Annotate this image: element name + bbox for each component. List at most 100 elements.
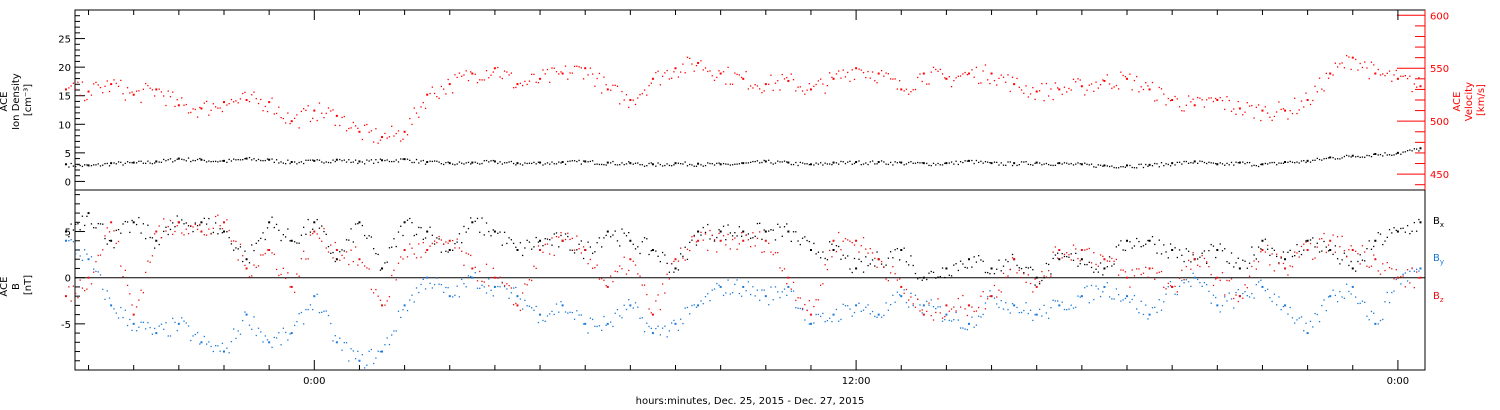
bx-point [358, 221, 361, 224]
bx-sample-dot [75, 223, 77, 225]
density-sample-dot [740, 162, 743, 164]
velocity-sample-dot [1343, 67, 1346, 69]
bz-sample-dot [1318, 238, 1321, 240]
bx-sample-dot [695, 244, 698, 246]
by-sample-dot [555, 303, 558, 305]
bx-sample-dot [1318, 251, 1321, 253]
density-sample-dot [1165, 163, 1167, 165]
density-sample-dot [603, 164, 605, 166]
density-sample-dot [1136, 167, 1138, 169]
bx-point [290, 239, 293, 242]
density-sample-dot [1406, 150, 1409, 152]
velocity-sample-dot [625, 94, 628, 96]
bx-sample-dot [1050, 273, 1052, 275]
by-sample-dot [824, 321, 826, 323]
by-sample-dot [695, 306, 698, 308]
by-sample-dot [625, 308, 628, 311]
bx-point [132, 221, 135, 224]
by-sample-dot [777, 291, 779, 293]
bx-sample-dot [1063, 255, 1066, 258]
bx-sample-dot [176, 215, 178, 217]
bx-sample-dot [806, 239, 808, 242]
bx-sample-dot [804, 236, 806, 238]
velocity-sample-dot [388, 136, 391, 138]
bx-sample-dot [1201, 252, 1203, 254]
by-sample-dot [1345, 283, 1348, 285]
velocity-point [313, 109, 316, 112]
density-sample-dot [483, 160, 485, 162]
bz-sample-dot [1323, 232, 1325, 235]
by-sample-dot [266, 339, 269, 341]
density-sample-dot [1108, 165, 1111, 168]
density-point [313, 159, 316, 162]
velocity-sample-dot [199, 106, 201, 109]
by-sample-dot [343, 341, 345, 344]
by-sample-dot [144, 328, 147, 330]
density-sample-dot [684, 161, 686, 163]
velocity-sample-dot [501, 77, 503, 80]
density-sample-dot [598, 163, 601, 166]
bz-sample-dot [1226, 279, 1228, 282]
velocity-point [426, 93, 429, 96]
by-sample-dot [544, 320, 546, 322]
bx-sample-dot [1122, 249, 1124, 251]
bz-sample-dot [1325, 251, 1327, 254]
density-sample-dot [1025, 161, 1027, 163]
bz-sample-dot [260, 254, 262, 256]
bx-sample-dot [578, 243, 580, 245]
velocity-sample-dot [138, 90, 140, 92]
density-sample-dot [849, 160, 851, 162]
bx-sample-dot [512, 242, 515, 245]
bx-sample-dot [388, 247, 391, 249]
by-sample-dot [1312, 326, 1314, 328]
bx-sample-dot [95, 227, 97, 229]
density-sample-dot [458, 161, 461, 163]
bx-sample-dot [1384, 240, 1386, 242]
by-sample-dot [214, 345, 217, 347]
bz-sample-dot [1280, 256, 1282, 258]
bz-sample-dot [939, 312, 941, 314]
density-sample-dot [273, 161, 275, 164]
bz-sample-dot [149, 261, 151, 263]
density-point [64, 163, 67, 166]
velocity-sample-dot [971, 69, 973, 71]
density-sample-dot [501, 163, 503, 165]
velocity-sample-dot [1187, 95, 1190, 97]
density-point [1013, 162, 1016, 165]
bz-sample-dot [1364, 251, 1366, 253]
by-sample-dot [795, 307, 797, 309]
bx-point [1238, 267, 1241, 270]
bx-sample-dot [1303, 249, 1305, 251]
bz-sample-dot [124, 269, 126, 271]
density-sample-dot [327, 161, 330, 164]
by-point [335, 341, 338, 344]
bx-sample-dot [659, 260, 661, 263]
density-sample-dot [282, 162, 284, 164]
bz-sample-dot [571, 237, 573, 240]
bz-sample-dot [691, 236, 693, 238]
density-sample-dot [1185, 160, 1188, 163]
bx-sample-dot [560, 234, 562, 237]
density-sample-dot [1334, 158, 1336, 160]
bz-sample-dot [858, 251, 860, 253]
velocity-sample-dot [395, 132, 397, 135]
density-sample-dot [646, 165, 648, 167]
density-sample-dot [1345, 154, 1348, 157]
by-sample-dot [996, 303, 998, 305]
velocity-sample-dot [1212, 100, 1215, 103]
bx-sample-dot [298, 242, 300, 244]
by-sample-dot [330, 322, 332, 325]
velocity-sample-dot [1278, 101, 1280, 103]
bz-sample-dot [1199, 265, 1201, 268]
bz-point [742, 239, 745, 242]
velocity-sample-dot [1160, 88, 1163, 90]
bz-sample-dot [458, 247, 461, 249]
by-sample-dot [819, 315, 822, 318]
by-sample-dot [571, 311, 573, 314]
bx-point [900, 249, 903, 251]
bx-sample-dot [248, 262, 251, 264]
bz-sample-dot [406, 256, 409, 258]
by-sample-dot [508, 297, 510, 299]
by-sample-dot [104, 298, 106, 301]
bx-sample-dot [1323, 240, 1325, 243]
